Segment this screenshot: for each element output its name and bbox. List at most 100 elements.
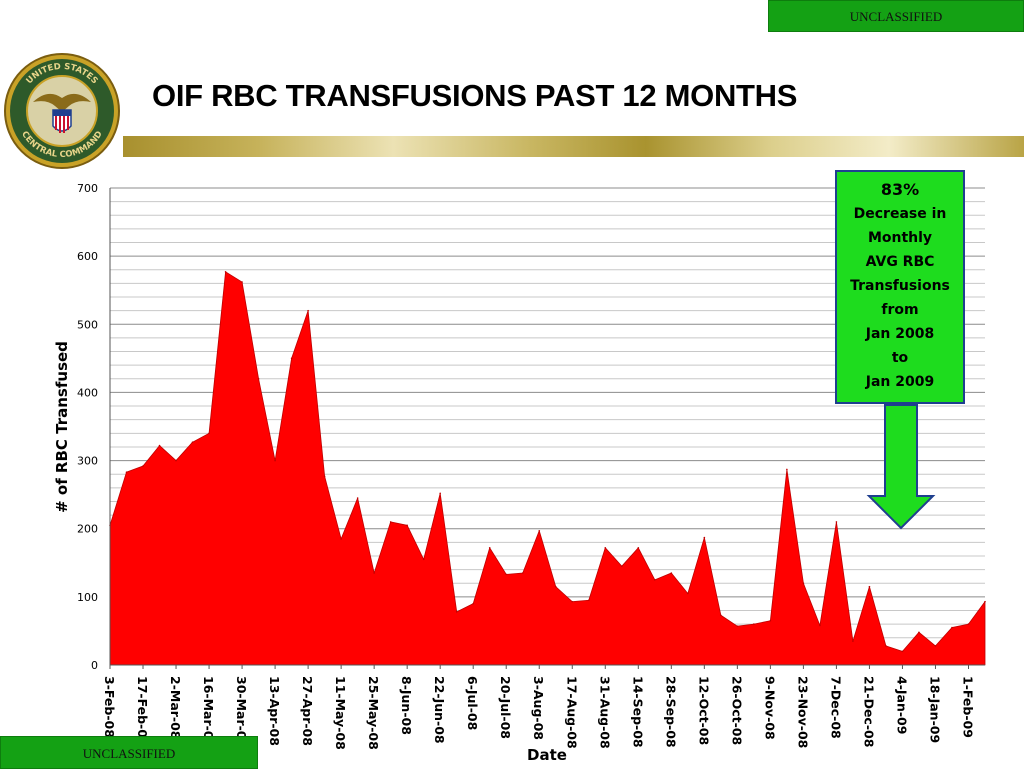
data-point xyxy=(918,631,920,634)
y-tick-label: 400 xyxy=(77,386,98,399)
data-point xyxy=(769,619,772,622)
data-point xyxy=(670,572,673,574)
data-point xyxy=(406,524,408,527)
data-point xyxy=(571,600,574,603)
data-point xyxy=(835,521,838,523)
data-point xyxy=(323,475,326,478)
decrease-callout: 83% Decrease in Monthly AVG RBC Transfus… xyxy=(835,170,965,404)
y-tick-label: 600 xyxy=(77,250,98,263)
data-point xyxy=(257,378,260,380)
y-tick-label: 300 xyxy=(77,455,98,468)
x-tick-label: 16-Mar-08 xyxy=(201,676,216,748)
x-tick-label: 8-Jun-08 xyxy=(399,676,414,735)
x-tick-label: 22-Jun-08 xyxy=(432,676,447,744)
x-tick-label: 21-Dec-08 xyxy=(861,676,876,747)
data-point xyxy=(455,611,458,613)
x-tick-label: 13-Apr-08 xyxy=(267,676,282,746)
data-point xyxy=(356,497,359,499)
x-tick-label: 1-Feb-09 xyxy=(960,676,975,738)
callout-line: Transfusions xyxy=(850,278,950,294)
x-tick-label: 26-Oct-08 xyxy=(729,676,744,745)
data-point xyxy=(720,614,722,617)
data-point xyxy=(340,538,342,540)
data-point xyxy=(934,645,937,647)
data-point xyxy=(472,602,475,605)
x-tick-label: 14-Sep-08 xyxy=(630,676,645,748)
data-point xyxy=(274,459,276,462)
data-point xyxy=(554,585,557,588)
data-point xyxy=(125,471,128,473)
x-tick-label: 20-Jul-08 xyxy=(498,676,513,739)
x-tick-label: 30-Mar-08 xyxy=(234,676,249,748)
data-point xyxy=(422,558,425,561)
data-point xyxy=(241,281,243,283)
data-point xyxy=(852,640,854,642)
callout-line: Decrease in xyxy=(853,206,947,222)
data-point xyxy=(786,468,788,471)
data-point xyxy=(951,626,953,629)
data-point xyxy=(967,623,970,625)
data-point xyxy=(802,582,805,585)
data-point xyxy=(736,625,739,627)
y-tick-label: 500 xyxy=(77,318,98,331)
data-point xyxy=(654,579,656,581)
data-point xyxy=(604,546,607,549)
data-point xyxy=(819,624,821,627)
x-tick-label: 28-Sep-08 xyxy=(663,676,678,748)
page-title: OIF RBC TRANSFUSIONS PAST 12 MONTHS xyxy=(152,78,798,113)
x-tick-label: 27-Apr-08 xyxy=(300,676,315,746)
data-point xyxy=(208,432,210,435)
x-axis-label: Date xyxy=(527,746,567,764)
data-point xyxy=(439,492,441,495)
data-point xyxy=(191,441,194,443)
data-point xyxy=(868,585,871,588)
x-tick-label: 4-Jan-09 xyxy=(894,676,909,734)
x-tick-label: 2-Mar-08 xyxy=(168,676,183,740)
data-point xyxy=(175,459,177,462)
data-point xyxy=(538,529,541,532)
title-underline-bar xyxy=(123,136,1024,157)
y-axis-label: # of RBC Transfused xyxy=(53,341,71,513)
x-tick-label: 6-Jul-08 xyxy=(465,676,480,730)
data-point xyxy=(373,572,375,574)
classification-banner-top: UNCLASSIFIED xyxy=(768,0,1024,32)
area-series xyxy=(109,271,986,666)
x-tick-label: 23-Nov-08 xyxy=(795,676,810,748)
y-tick-labels: 0 100 200 300 400 500 600 700 xyxy=(77,182,98,672)
y-tick-label: 100 xyxy=(77,591,98,604)
axes xyxy=(109,188,985,669)
data-point xyxy=(901,650,904,653)
data-point xyxy=(142,465,144,467)
data-point xyxy=(637,546,640,549)
data-point xyxy=(984,600,986,603)
callout-percent: 83% xyxy=(880,180,920,199)
x-tick-label: 7-Dec-08 xyxy=(828,676,843,739)
data-point xyxy=(389,521,392,523)
data-point xyxy=(505,573,508,576)
callout-line: from xyxy=(881,302,919,318)
x-tick-label: 17-Aug-08 xyxy=(564,676,579,749)
data-point xyxy=(687,592,689,595)
x-tick-label: 18-Jan-09 xyxy=(927,676,942,743)
x-tick-label: 3-Feb-08 xyxy=(102,676,117,738)
data-point xyxy=(224,271,227,273)
x-tick-label: 12-Oct-08 xyxy=(696,676,711,745)
x-tick-label: 17-Feb-08 xyxy=(135,676,150,747)
data-point xyxy=(703,536,706,539)
data-point xyxy=(885,645,887,647)
data-point xyxy=(158,444,161,447)
data-point xyxy=(488,546,491,549)
x-tick-label: 3-Aug-08 xyxy=(531,676,546,740)
callout-line: Monthly xyxy=(867,230,933,246)
data-point xyxy=(290,357,293,360)
data-point xyxy=(521,572,524,574)
x-tick-label: 31-Aug-08 xyxy=(597,676,612,749)
x-tick-label: 11-May-08 xyxy=(333,676,348,750)
y-tick-label: 200 xyxy=(77,523,98,536)
x-tick-label: 9-Nov-08 xyxy=(762,676,777,740)
data-point xyxy=(620,565,623,567)
callout-line: AVG RBC xyxy=(865,254,935,270)
x-tick-labels: 3-Feb-08 17-Feb-08 2-Mar-08 16-Mar-08 30-Mar… xyxy=(102,676,975,750)
callout-line: to xyxy=(891,350,909,366)
y-tick-label: 700 xyxy=(77,182,98,195)
